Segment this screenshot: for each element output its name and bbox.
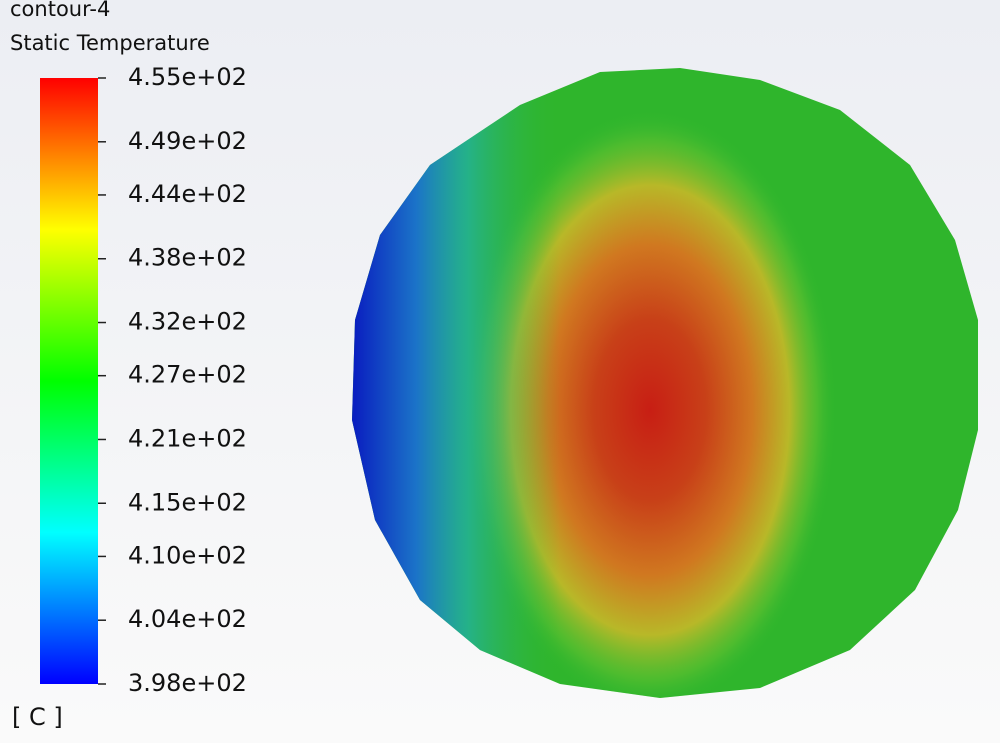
colorbar-tick-label: 3.98e+02 [128, 669, 247, 697]
colorbar-tick-label: 4.21e+02 [128, 424, 247, 452]
plot-subtitle: Static Temperature [10, 31, 210, 55]
colorbar-tick-label: 4.49e+02 [128, 127, 247, 155]
colorbar-tick-label: 4.55e+02 [128, 63, 247, 91]
colorbar-tick-label: 4.15e+02 [128, 488, 247, 516]
plot-title: contour-4 [10, 0, 110, 21]
colorbar-tick-label: 4.38e+02 [128, 244, 247, 272]
colorbar-tick-label: 4.27e+02 [128, 361, 247, 389]
unit-label: [ C ] [12, 703, 63, 731]
colorbar-tick-label: 4.04e+02 [128, 605, 247, 633]
contour-field [352, 68, 978, 698]
colorbar [40, 78, 98, 684]
colorbar-tick-label: 4.32e+02 [128, 308, 247, 336]
colorbar-tick-label: 4.44e+02 [128, 180, 247, 208]
colorbar-tick-label: 4.10e+02 [128, 541, 247, 569]
